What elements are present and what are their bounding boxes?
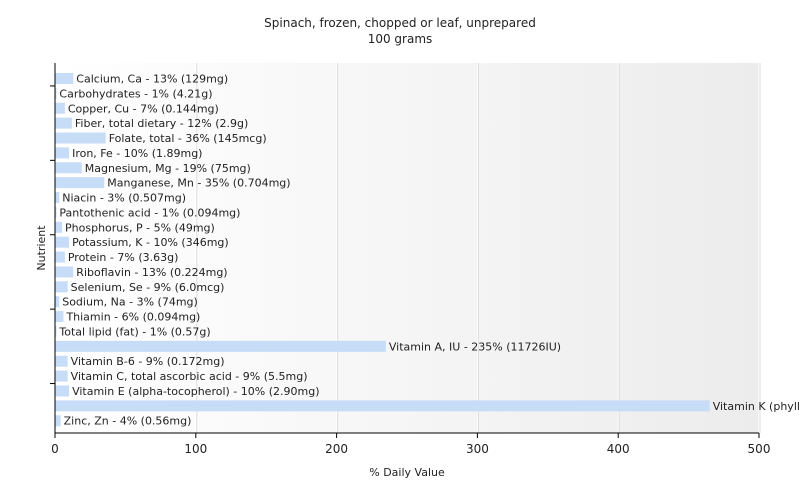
x-axis-title: % Daily Value: [369, 466, 445, 479]
axes: 0 100 200 300 400 500: [50, 63, 770, 456]
bar: [55, 102, 65, 114]
bar-label: Riboflavin - 13% (0.224mg): [76, 266, 227, 279]
bar-label: Vitamin B-6 - 9% (0.172mg): [71, 355, 225, 368]
bar: [55, 221, 63, 233]
x-tick-label: 400: [607, 442, 630, 456]
bar: [55, 340, 386, 352]
x-tick-label: 200: [325, 442, 348, 456]
bar-label: Magnesium, Mg - 19% (75mg): [85, 162, 251, 175]
bar: [55, 162, 82, 174]
bar-label: Vitamin E (alpha-tocopherol) - 10% (2.90…: [72, 385, 319, 398]
bar: [55, 236, 70, 248]
bar-labels: Calcium, Ca - 13% (129mg)Carbohydrates -…: [58, 73, 800, 428]
bar: [55, 87, 57, 99]
bar-label: Carbohydrates - 1% (4.21g): [59, 87, 212, 100]
bar: [55, 73, 74, 84]
bar: [55, 415, 61, 427]
bar: [55, 281, 68, 293]
bar-label: Folate, total - 36% (145mcg): [109, 132, 267, 145]
bar: [55, 192, 60, 204]
bar-label: Phosphorus, P - 5% (49mg): [65, 221, 215, 234]
bar: [55, 370, 68, 382]
bar: [55, 177, 105, 189]
bar-label: Iron, Fe - 10% (1.89mg): [72, 147, 202, 160]
chart-title: Spinach, frozen, chopped or leaf, unprep…: [264, 16, 536, 30]
bars: [55, 73, 710, 427]
bar: [55, 355, 68, 367]
bar-label: Vitamin K (phylloquinone) - 465% (372.0m…: [713, 400, 800, 413]
bar-label: Selenium, Se - 9% (6.0mcg): [71, 281, 225, 294]
x-tick-label: 100: [184, 442, 207, 456]
x-tick-label: 500: [748, 442, 771, 456]
chart-subtitle: 100 grams: [367, 32, 433, 46]
bar-label: Total lipid (fat) - 1% (0.57g): [58, 325, 210, 338]
bar: [55, 400, 710, 412]
chart-title-block: Spinach, frozen, chopped or leaf, unprep…: [0, 15, 800, 47]
bar: [55, 132, 106, 144]
bar-label: Vitamin C, total ascorbic acid - 9% (5.5…: [71, 370, 308, 383]
bar-label: Vitamin A, IU - 235% (11726IU): [389, 340, 561, 353]
bar-label: Pantothenic acid - 1% (0.094mg): [59, 206, 240, 219]
bar-label: Thiamin - 6% (0.094mg): [65, 311, 200, 324]
bar: [55, 385, 70, 397]
bar: [55, 266, 74, 278]
bar-label: Calcium, Ca - 13% (129mg): [76, 73, 228, 86]
bar: [55, 147, 70, 159]
bar-label: Sodium, Na - 3% (74mg): [62, 296, 198, 309]
y-axis-title: Nutrient: [35, 225, 48, 271]
bar: [55, 251, 65, 263]
bar-label: Fiber, total dietary - 12% (2.9g): [75, 117, 248, 130]
bar-label: Zinc, Zn - 4% (0.56mg): [64, 415, 192, 428]
bar: [55, 325, 57, 337]
grid-lines: [195, 63, 761, 433]
bar-label: Copper, Cu - 7% (0.144mg): [68, 102, 219, 115]
bar-label: Protein - 7% (3.63g): [68, 251, 179, 264]
bar: [55, 296, 60, 308]
bar-label: Manganese, Mn - 35% (0.704mg): [107, 177, 290, 190]
x-tick-label: 0: [51, 442, 59, 456]
bar-label: Potassium, K - 10% (346mg): [72, 236, 229, 249]
bar-label: Niacin - 3% (0.507mg): [62, 192, 186, 205]
bar: [55, 117, 72, 129]
x-tick-label: 300: [466, 442, 489, 456]
plot-area: [55, 63, 759, 433]
bar: [55, 311, 64, 323]
bar: [55, 206, 57, 218]
